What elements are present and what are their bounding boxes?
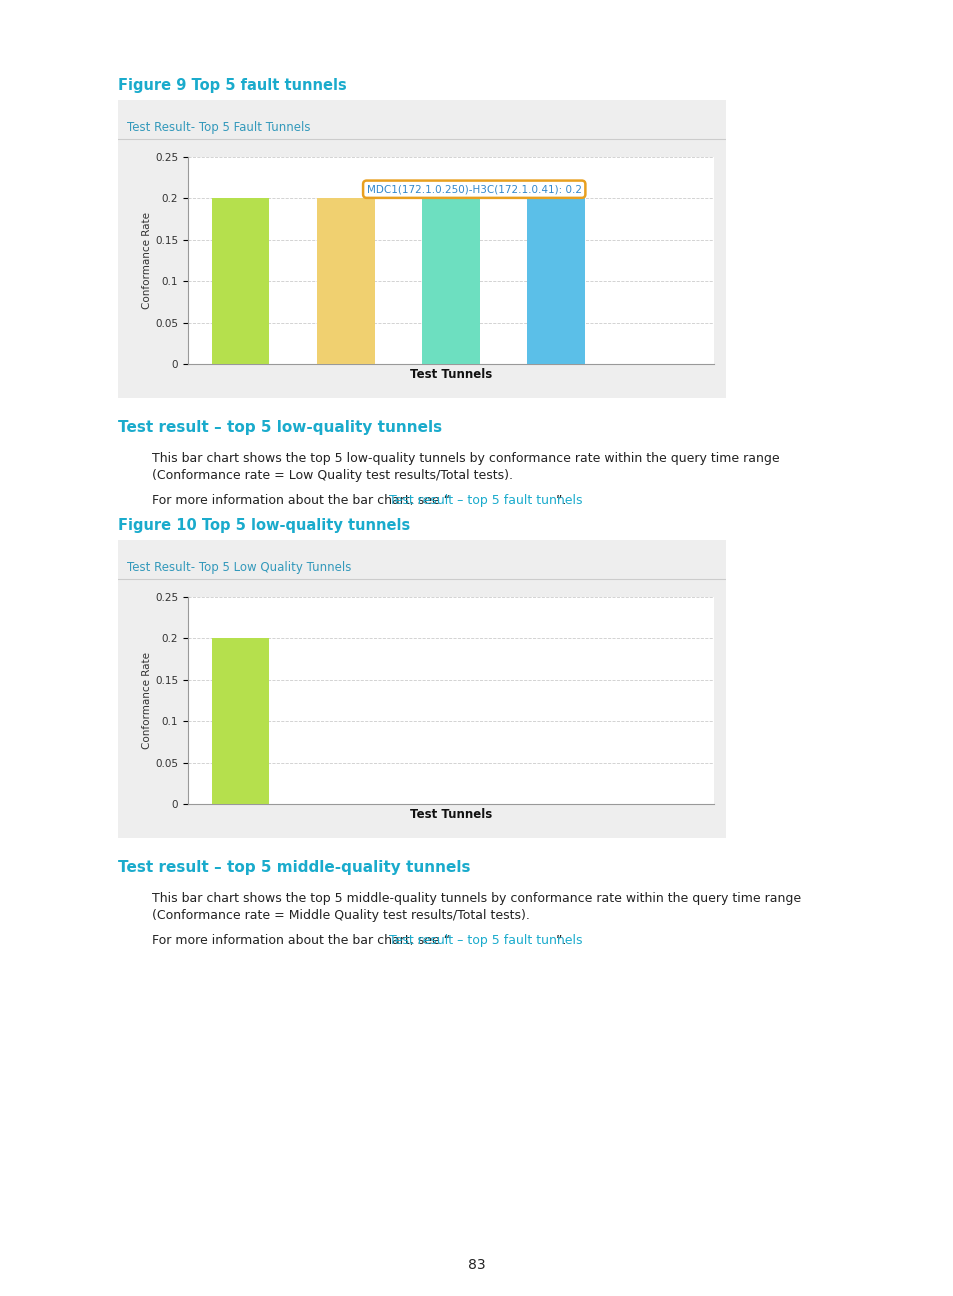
X-axis label: Test Tunnels: Test Tunnels <box>410 809 492 822</box>
Bar <box>212 639 269 805</box>
Text: ”.: ”. <box>556 494 566 507</box>
Text: For more information about the bar chart, see “: For more information about the bar chart… <box>152 494 450 507</box>
Bar <box>316 198 375 364</box>
Bar <box>527 198 584 364</box>
Y-axis label: Conformance Rate: Conformance Rate <box>142 213 152 308</box>
Text: Test result – top 5 fault tunnels: Test result – top 5 fault tunnels <box>389 934 582 947</box>
Y-axis label: Conformance Rate: Conformance Rate <box>142 652 152 749</box>
Text: Test result – top 5 middle-quality tunnels: Test result – top 5 middle-quality tunne… <box>118 861 470 875</box>
Text: This bar chart shows the top 5 low-quality tunnels by conformance rate within th: This bar chart shows the top 5 low-quali… <box>152 452 779 465</box>
Text: Test Result- Top 5 Low Quality Tunnels: Test Result- Top 5 Low Quality Tunnels <box>127 561 351 574</box>
Text: 83: 83 <box>468 1258 485 1271</box>
X-axis label: Test Tunnels: Test Tunnels <box>410 368 492 381</box>
Text: For more information about the bar chart, see “: For more information about the bar chart… <box>152 934 450 947</box>
Text: Test result – top 5 fault tunnels: Test result – top 5 fault tunnels <box>389 494 582 507</box>
Text: Figure 9 Top 5 fault tunnels: Figure 9 Top 5 fault tunnels <box>118 78 346 93</box>
Bar <box>212 198 269 364</box>
Text: ”.: ”. <box>556 934 566 947</box>
Text: Test result – top 5 low-quality tunnels: Test result – top 5 low-quality tunnels <box>118 420 441 435</box>
Text: Figure 10 Top 5 low-quality tunnels: Figure 10 Top 5 low-quality tunnels <box>118 518 410 533</box>
Text: Test Result- Top 5 Fault Tunnels: Test Result- Top 5 Fault Tunnels <box>127 121 311 133</box>
Text: MDC1(172.1.0.250)-H3C(172.1.0.41): 0.2: MDC1(172.1.0.250)-H3C(172.1.0.41): 0.2 <box>366 184 581 194</box>
Text: (Conformance rate = Middle Quality test results/Total tests).: (Conformance rate = Middle Quality test … <box>152 908 529 921</box>
Text: This bar chart shows the top 5 middle-quality tunnels by conformance rate within: This bar chart shows the top 5 middle-qu… <box>152 892 801 905</box>
Text: (Conformance rate = Low Quality test results/Total tests).: (Conformance rate = Low Quality test res… <box>152 469 513 482</box>
Bar <box>421 198 479 364</box>
